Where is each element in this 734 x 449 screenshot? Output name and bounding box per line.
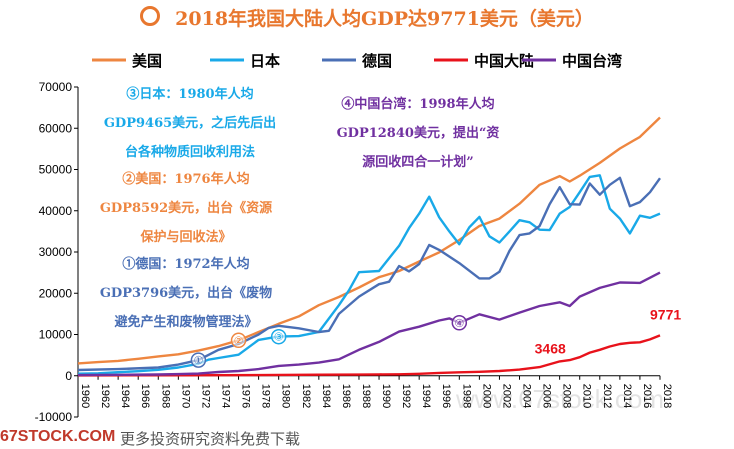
chart-title-row: 2018年我国大陆人均GDP达9771美元（美元） [0, 4, 734, 30]
x-tick-label: 2006 [541, 384, 553, 408]
x-tick-label: 2014 [621, 384, 633, 408]
x-tick-label: 1968 [159, 384, 171, 408]
site-logo[interactable]: 67STOCK.COM [0, 428, 116, 445]
annotation-text-line: ④中国台湾：1998年人均 [341, 96, 494, 112]
annotation-text-line: 保护与回收法》 [139, 229, 231, 245]
annotation-text-line: GDP12840美元，提出“资 [337, 125, 500, 141]
y-tick-label: 30000 [39, 245, 73, 259]
x-tick-label: 2002 [500, 384, 512, 408]
data-labels: 3468 9771 [535, 306, 682, 356]
x-tick-label: 1980 [280, 384, 292, 408]
chart-title: 2018年我国大陆人均GDP达9771美元（美元） [175, 8, 594, 30]
x-tick-label: 2012 [601, 384, 613, 408]
annotation-text-line: 台各种物质回收利用法 [125, 144, 255, 160]
y-tick-label: 40000 [39, 204, 73, 218]
x-tick-label: 1970 [179, 384, 191, 408]
annotation-text-line: 避免产生和废物管理法》 [114, 314, 257, 330]
x-tick-label: 2018 [661, 384, 673, 408]
x-tick-label: 1966 [139, 384, 151, 408]
x-tick-label: 1978 [260, 384, 272, 408]
x-tick-label: 1998 [460, 384, 472, 408]
series-line-中国台湾 [77, 271, 661, 377]
y-tick-label: 0 [65, 369, 72, 383]
legend: 美国 日本 德国 中国大陆 中国台湾 [92, 52, 622, 70]
data-label: 9771 [650, 306, 681, 322]
x-tick-label: 1974 [219, 384, 231, 408]
annotation-markers: ③ ② ① ④ [190, 315, 468, 368]
x-tick-label: 1976 [240, 384, 252, 408]
annotation-text-line: 源回收四合一计划” [362, 154, 473, 170]
x-tick-label: 1962 [99, 384, 111, 408]
target-circle-icon [140, 5, 161, 26]
y-tick-label: 60000 [39, 121, 73, 135]
series-line-美国 [77, 116, 661, 365]
x-tick-label: 1972 [199, 384, 211, 408]
x-tick-label: 1990 [380, 384, 392, 408]
y-tick-label: 50000 [39, 163, 73, 177]
annotation-marker-circle [451, 315, 468, 331]
axes: -10000 0 10000 20000 30000 40000 50000 60000 700… [35, 80, 673, 424]
annotation-marker-circle [270, 328, 287, 345]
x-tick-label: 1992 [400, 384, 412, 408]
annotation-marker-circle [230, 332, 247, 349]
x-tick-label: 2008 [561, 384, 573, 408]
x-tick-label: 1964 [119, 384, 131, 408]
series-line-日本 [77, 174, 661, 375]
legend-label: 中国台湾 [562, 52, 622, 70]
y-tick-label: 10000 [39, 328, 73, 342]
annotation-text-line: GDP9465美元，之后先后出 [104, 115, 276, 131]
legend-label: 德国 [362, 52, 392, 70]
annotation-marker-label: ① [193, 354, 203, 367]
y-tick-label: -10000 [35, 410, 73, 424]
footer-text: 更多投资研究资料免费下载 [120, 430, 301, 448]
series-line-德国 [77, 176, 661, 372]
annotation-text-line: ③日本：1980年人均 [126, 86, 253, 102]
x-tick-label: 1994 [420, 384, 432, 408]
x-tick-label: 2004 [521, 384, 533, 408]
x-tick-label: 2000 [480, 384, 492, 408]
y-tick-label: 20000 [39, 286, 73, 300]
annotation-marker-label: ② [234, 334, 244, 347]
annotation-marker-label: ④ [454, 317, 464, 330]
x-tick-label: 1960 [79, 384, 91, 408]
annotation-text-line: GDP8592美元，出台《资源 [100, 200, 272, 216]
legend-label: 日本 [250, 52, 280, 70]
footer: 67STOCK.COM 更多投资研究资料免费下载 [0, 428, 734, 448]
annotation-text-line: ①德国：1972年人均 [122, 256, 249, 272]
annotation-marker-circle [190, 352, 207, 368]
x-tick-label: 1996 [440, 384, 452, 408]
data-label: 3468 [535, 340, 566, 356]
x-tick-label: 1982 [300, 384, 312, 408]
annotation-text-line: ②美国：1976年人均 [122, 171, 249, 187]
x-tick-label: 1986 [340, 384, 352, 408]
annotation-text-line: GDP3796美元，出台《废物 [100, 285, 272, 301]
x-tick-label: 2016 [641, 384, 653, 408]
x-tick-label: 1984 [320, 384, 332, 408]
series-line-中国大陆 [77, 334, 661, 377]
watermark: www.67stock.com [455, 384, 664, 414]
x-tick-label: 2010 [581, 384, 593, 408]
legend-label: 美国 [132, 52, 162, 70]
series-lines [77, 116, 661, 377]
annotation-marker-label: ③ [274, 331, 284, 344]
legend-label: 中国大陆 [474, 52, 534, 70]
y-tick-label: 70000 [39, 80, 73, 94]
x-tick-label: 1988 [360, 384, 372, 408]
